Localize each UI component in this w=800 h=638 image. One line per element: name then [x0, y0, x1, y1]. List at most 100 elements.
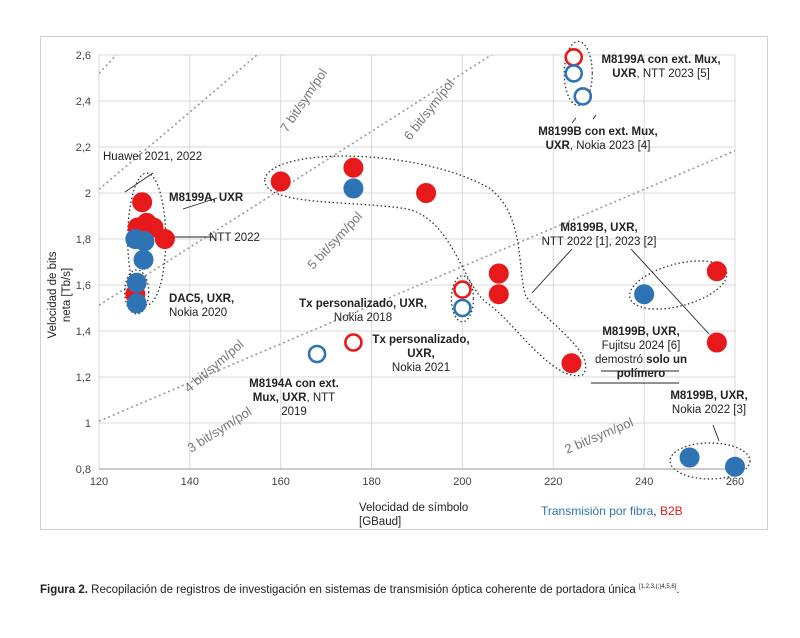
- leader-m8199b-ext: [592, 114, 597, 120]
- chart-frame: 2 bit/sym/pol 3 bit/sym/pol 4 bit/sym/pol 5…: [40, 36, 768, 530]
- annotations: Huawei 2021, 2022 M8199A, UXR NTT 2022 DAC5…: [103, 54, 748, 418]
- y-tick-label: 2: [85, 188, 91, 200]
- annotation-segment: M8199B, UXR,: [560, 222, 637, 234]
- annotation-segment: Nokia 2021: [392, 362, 450, 374]
- annotation-dac5: DAC5, UXR,: [169, 293, 234, 305]
- outline-txp2021: [450, 275, 475, 323]
- fiber-point: [126, 293, 147, 314]
- legend-b2b: B2B: [660, 504, 683, 518]
- y-tick-label: 1,4: [76, 326, 91, 338]
- outline-nokia2022: [669, 442, 751, 480]
- annotation-m8199b-fuj: M8199B, UXR,: [602, 326, 679, 338]
- fiber-point: [134, 231, 155, 252]
- x-axis-title: Velocidad de símbolo: [359, 502, 468, 514]
- annotation-segment: Nokia 2022 [3]: [672, 404, 746, 416]
- leader-huawei: [124, 172, 154, 193]
- annotation-segment: DAC5, UXR,: [169, 293, 234, 305]
- leader-m8199b-nokia: [712, 424, 720, 442]
- x-tick-label: 160: [272, 476, 290, 488]
- outline-m8199-ext: [563, 40, 593, 107]
- reference-line-2: [99, 149, 735, 422]
- annotation-segment: UXR: [546, 140, 571, 152]
- fiber-point-hollow: [307, 344, 327, 364]
- fiber-point: [133, 249, 154, 270]
- fiber-point-hollow: [453, 298, 472, 318]
- annotation-m8199b-ext: UXR, Nokia 2023 [4]: [546, 140, 651, 152]
- fiber-point-hollow: [564, 64, 584, 83]
- reference-line-labels: 2 bit/sym/pol 3 bit/sym/pol 4 bit/sym/pol 5…: [181, 66, 635, 457]
- y-tick-label: 0,8: [76, 464, 91, 476]
- x-axis-unit: [GBaud]: [359, 516, 401, 528]
- annotation-segment: UXR: [282, 392, 307, 404]
- leader-m8199a: [182, 197, 218, 210]
- annotation-dac5: Nokia 2020: [169, 307, 227, 319]
- annotation-segment: Tx personalizado,: [372, 334, 469, 346]
- annotation-segment: M8194A con ext.: [249, 378, 339, 390]
- y-tick-label: 2,2: [76, 142, 91, 154]
- figure-caption: Figura 2. Recopilación de registros de i…: [40, 584, 770, 596]
- b2b-point: [154, 229, 175, 249]
- reference-line-label-4: 4 bit/sym/pol: [181, 337, 246, 396]
- annotation-segment: Fujitsu 2024 [6]: [602, 340, 681, 352]
- caption-label: Figura 2.: [40, 584, 88, 596]
- annotation-m8199a-ext: UXR, NTT 2023 [5]: [612, 68, 710, 80]
- annotation-segment: 2019: [281, 406, 307, 418]
- reference-line-label-2: 2 bit/sym/pol: [562, 414, 635, 456]
- caption-text: Recopilación de registros de investigaci…: [87, 584, 639, 596]
- annotation-segment: Nokia 2018: [334, 312, 392, 324]
- annotation-segment: M8199B, UXR,: [602, 326, 679, 338]
- y-tick-label: 2,4: [76, 96, 91, 108]
- annotation-segment: Huawei 2021, 2022: [103, 151, 202, 163]
- annotation-m8194a: Mux, UXR, NTT: [253, 392, 335, 404]
- annotation-m8199a-ext: M8199A con ext. Mux,: [601, 54, 720, 66]
- annotation-segment: Nokia 2020: [169, 307, 227, 319]
- annotation-txp2018: Nokia 2018: [334, 312, 392, 324]
- annotation-segment: M8199B con ext. Mux,: [538, 126, 658, 138]
- x-tick-label: 260: [726, 476, 744, 488]
- annotation-m8199b-fuj: polímero: [617, 368, 666, 380]
- caption-refs: [1,2,3,(;)4,5,6]: [638, 584, 677, 591]
- annotation-segment: M8199B, UXR,: [670, 390, 747, 402]
- outline-dac5: [124, 269, 150, 315]
- reference-line-label-5: 5 bit/sym/pol: [304, 209, 365, 273]
- y-tick-label: 1,8: [76, 234, 91, 246]
- annotation-segment: Mux,: [253, 392, 282, 404]
- b2b-point-hollow: [564, 47, 584, 67]
- b2b-point-hollow: [344, 333, 363, 352]
- y-tick-label: 1: [85, 418, 91, 430]
- reference-lines: [99, 55, 735, 422]
- legend: Transmisión por fibra, B2B: [541, 504, 683, 518]
- annotation-m8194a: 2019: [281, 406, 307, 418]
- fiber-point: [725, 456, 745, 477]
- b2b-point: [416, 183, 437, 203]
- legend-sep: ,: [653, 504, 656, 518]
- annotation-txp2018: Tx personalizado, UXR,: [299, 298, 427, 310]
- b2b-point: [270, 171, 291, 192]
- x-tick-label: 240: [635, 476, 653, 488]
- annotation-huawei: Huawei 2021, 2022: [103, 151, 202, 163]
- b2b-point: [706, 332, 727, 353]
- scatter-chart: 2 bit/sym/pol 3 bit/sym/pol 4 bit/sym/pol 5…: [47, 40, 751, 528]
- b2b-point-hollow: [453, 280, 472, 299]
- annotation-ntt2022: NTT 2022: [209, 232, 260, 244]
- caption-end: .: [676, 584, 680, 596]
- annotation-segment: , NTT 2023 [5]: [636, 68, 709, 80]
- fiber-point: [679, 447, 700, 468]
- annotation-segment: NTT 2022 [1], 2023 [2]: [542, 236, 657, 248]
- grid: [98, 54, 736, 470]
- annotation-segment: demostró: [595, 354, 646, 366]
- annotation-m8199b-nokia: Nokia 2022 [3]: [672, 404, 746, 416]
- annotation-segment: Tx personalizado, UXR,: [299, 298, 427, 310]
- annotation-segment: , Nokia 2023 [4]: [570, 140, 651, 152]
- annotation-leaders: [124, 74, 720, 442]
- annotation-segment: UXR,: [407, 348, 434, 360]
- x-tick-label: 140: [181, 476, 199, 488]
- b2b-point: [488, 263, 509, 284]
- b2b-point: [488, 284, 509, 305]
- b2b-point: [561, 353, 582, 374]
- reference-line-3: [99, 55, 493, 306]
- annotation-segment: M8199A, UXR: [169, 192, 244, 204]
- b2b-point: [706, 261, 727, 282]
- annotation-segment: , NTT: [306, 392, 335, 404]
- reference-line-label-7: 7 bit/sym/pol: [277, 66, 330, 135]
